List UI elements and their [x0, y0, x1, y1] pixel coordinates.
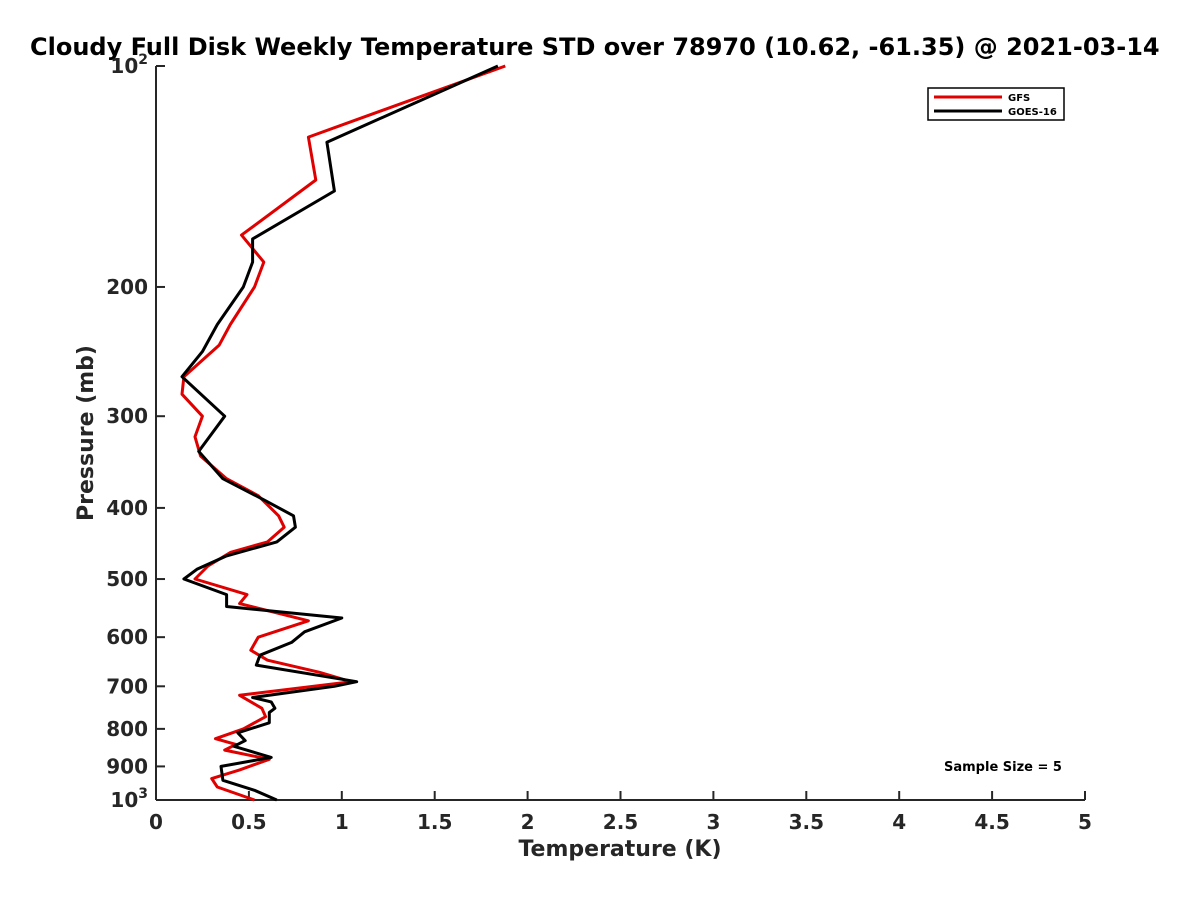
x-tick-label: 4 — [892, 810, 906, 834]
chart-title: Cloudy Full Disk Weekly Temperature STD … — [30, 33, 1160, 61]
x-tick-label: 3.5 — [789, 810, 824, 834]
y-tick-label: 700 — [106, 674, 148, 698]
x-tick-label: 0 — [149, 810, 163, 834]
x-tick-label: 2 — [521, 810, 535, 834]
x-tick-label: 2.5 — [603, 810, 638, 834]
x-axis-ticks: 0 0.5 1 1.5 2 2.5 3 3.5 4 4.5 5 — [149, 791, 1092, 834]
x-tick-label: 5 — [1078, 810, 1092, 834]
y-tick-label: 500 — [106, 567, 148, 591]
y-tick-label: 800 — [106, 717, 148, 741]
legend-box — [927, 87, 1065, 121]
x-tick-label: 1 — [335, 810, 349, 834]
y-tick-label: 103 — [110, 786, 148, 812]
legend: GFS GOES-16 — [927, 87, 1065, 121]
x-tick-label: 4.5 — [974, 810, 1009, 834]
x-tick-label: 1.5 — [417, 810, 452, 834]
x-tick-label: 3 — [706, 810, 720, 834]
y-tick-label: 102 — [110, 52, 148, 78]
data-series — [180, 64, 506, 802]
legend-label-goes16: GOES-16 — [1008, 107, 1057, 118]
series-line-gfs — [180, 64, 506, 802]
y-axis-label: Pressure (mb) — [74, 345, 99, 521]
y-tick-label: 200 — [106, 275, 148, 299]
x-axis-label: Temperature (K) — [518, 837, 721, 862]
y-tick-label: 400 — [106, 496, 148, 520]
y-tick-label: 900 — [106, 754, 148, 778]
y-tick-label: 600 — [106, 625, 148, 649]
sample-size-annotation: Sample Size = 5 — [944, 760, 1062, 775]
x-tick-label: 0.5 — [231, 810, 266, 834]
y-tick-label: 300 — [106, 404, 148, 428]
legend-label-gfs: GFS — [1008, 93, 1030, 104]
series-line-goes16 — [180, 64, 499, 802]
y-axis-ticks: 102 200 300 400 500 600 700 800 900 103 — [106, 52, 165, 812]
